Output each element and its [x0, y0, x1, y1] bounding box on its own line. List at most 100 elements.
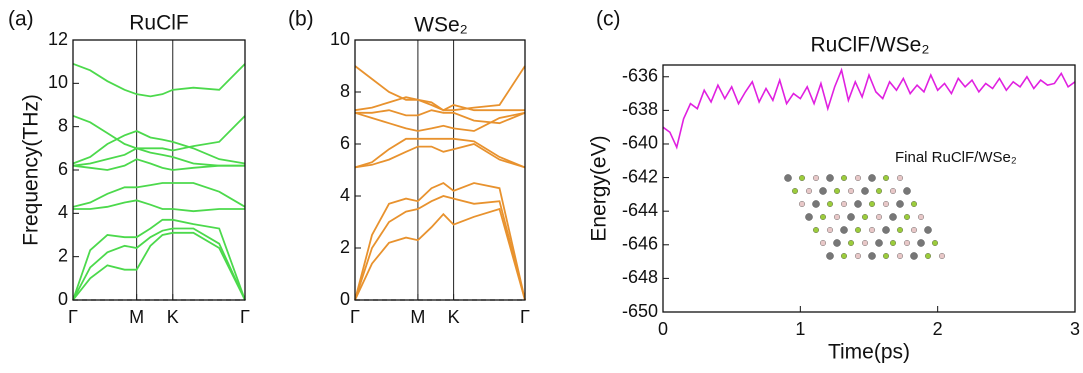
y-tick-label: -646 [622, 234, 658, 254]
data-line [355, 66, 525, 110]
data-line [73, 116, 245, 151]
figure: (a)RuClFFrequency(THz)024681012ΓMKΓ(b)WS… [0, 0, 1083, 368]
y-tick-label: -650 [622, 301, 658, 321]
atom [827, 201, 833, 207]
panel-title: RuClF/WSe₂ [811, 34, 930, 57]
atom [897, 253, 903, 259]
atom [918, 214, 924, 220]
atom [820, 240, 826, 246]
x-tick-label: K [167, 307, 179, 327]
data-line [355, 209, 525, 300]
atom [882, 226, 889, 233]
x-tick-label: Γ [68, 307, 78, 327]
atom [834, 188, 840, 194]
y-tick-label: 6 [58, 159, 68, 179]
atom [862, 240, 868, 246]
y-tick-label: 2 [340, 237, 350, 257]
atom [875, 239, 882, 246]
atom [784, 174, 791, 181]
x-axis-label: Time(ps) [828, 341, 910, 364]
atom [855, 253, 861, 259]
atom [799, 201, 805, 207]
atom [854, 200, 861, 207]
y-tick-label: 6 [340, 133, 350, 153]
y-tick-label: -638 [622, 99, 658, 119]
panel-label: (b) [288, 8, 314, 31]
atom [876, 214, 882, 220]
atom [869, 227, 875, 233]
x-tick-label: Γ [520, 307, 530, 327]
y-tick-label: -636 [622, 66, 658, 86]
atom [868, 174, 875, 181]
atom [848, 240, 854, 246]
panel-label: (c) [596, 8, 621, 31]
atom [792, 188, 798, 194]
y-tick-label: 8 [58, 115, 68, 135]
x-tick-label: 1 [795, 319, 805, 339]
x-tick-label: 3 [1070, 319, 1080, 339]
atom [820, 214, 826, 220]
atom [826, 174, 833, 181]
page: (a)RuClFFrequency(THz)024681012ΓMKΓ(b)WS… [0, 0, 1083, 368]
plot-frame [355, 40, 525, 300]
atom [911, 201, 917, 207]
atom [848, 188, 854, 194]
atom [883, 253, 889, 259]
atom [799, 175, 805, 181]
atom [841, 175, 847, 181]
atom [897, 227, 903, 233]
atom [932, 240, 938, 246]
atom [855, 227, 861, 233]
atom [827, 227, 833, 233]
atom [917, 239, 924, 246]
y-tick-label: 4 [58, 202, 68, 222]
atom [897, 175, 903, 181]
atom [896, 200, 903, 207]
atom [841, 253, 847, 259]
x-tick-label: Γ [350, 307, 360, 327]
data-line [663, 70, 1075, 147]
y-tick-label: 2 [58, 245, 68, 265]
x-tick-label: 0 [658, 319, 668, 339]
x-tick-label: M [410, 307, 425, 327]
atom [911, 227, 917, 233]
data-line [355, 113, 525, 131]
y-tick-label: 4 [340, 185, 350, 205]
atom [939, 253, 945, 259]
atom [805, 213, 812, 220]
atom [813, 175, 819, 181]
atom [813, 227, 819, 233]
panel-label: (a) [8, 8, 34, 31]
annotation: Final RuClF/WSe₂ [895, 149, 1017, 166]
atom [925, 253, 931, 259]
y-tick-label: -642 [622, 166, 658, 186]
atom [833, 239, 840, 246]
y-tick-label: -640 [622, 133, 658, 153]
atom [904, 240, 910, 246]
atom [924, 226, 931, 233]
atom [862, 214, 868, 220]
y-tick-label: 10 [330, 29, 350, 49]
panel-title: WSe₂ [414, 14, 468, 37]
atom [855, 175, 861, 181]
data-line [73, 183, 245, 207]
atom [847, 213, 854, 220]
y-tick-label: 10 [48, 72, 68, 92]
atom [834, 214, 840, 220]
plot-frame [663, 65, 1075, 312]
atom [890, 188, 896, 194]
atom [812, 200, 819, 207]
data-line [73, 200, 245, 211]
atom [840, 226, 847, 233]
atom [861, 187, 868, 194]
y-axis-label: Frequency(THz) [20, 94, 43, 246]
atom [806, 188, 812, 194]
atom [826, 252, 833, 259]
x-tick-label: Γ [240, 307, 250, 327]
y-tick-label: -644 [622, 200, 658, 220]
y-axis-label: Energy(eV) [588, 135, 611, 241]
structure-inset [784, 174, 944, 259]
x-tick-label: 2 [933, 319, 943, 339]
atom [819, 187, 826, 194]
atom [876, 188, 882, 194]
